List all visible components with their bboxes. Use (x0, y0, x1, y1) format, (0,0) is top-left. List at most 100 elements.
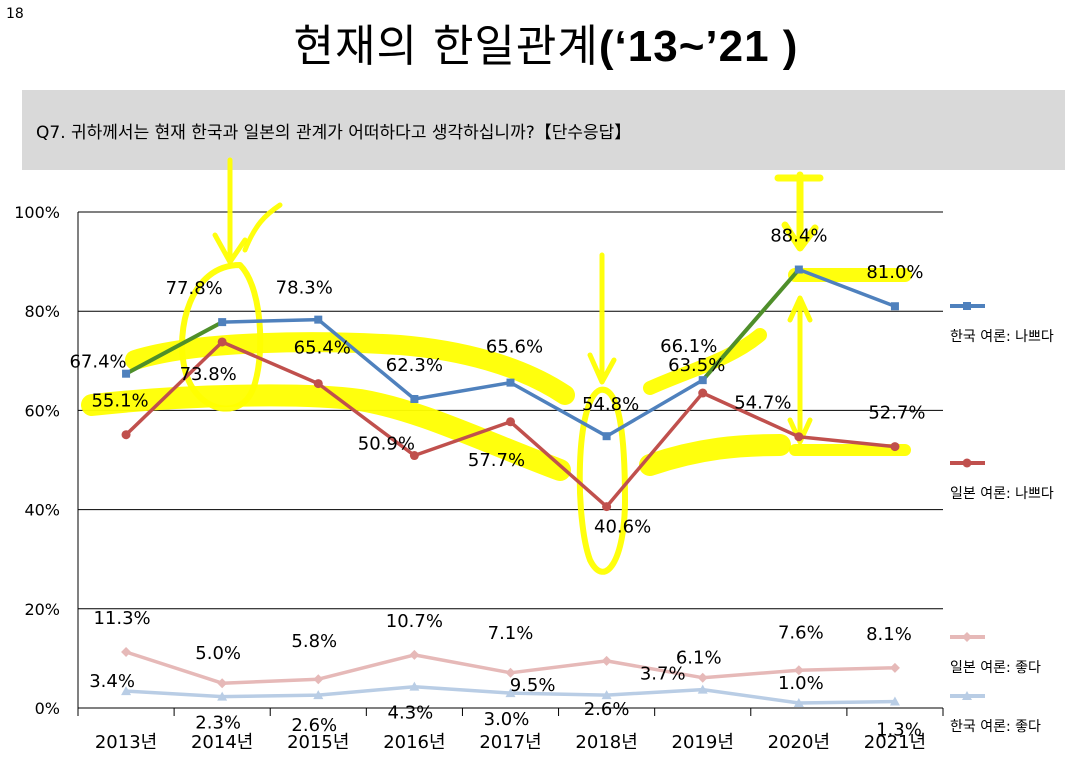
axes (77, 212, 944, 716)
data-label: 50.9% (358, 434, 415, 455)
legend-label: 일본 여론: 좋다 (950, 660, 1041, 676)
marker-diamond (217, 678, 228, 689)
highlighter-stroke (787, 295, 813, 445)
highlighter-stroke (576, 386, 628, 575)
legend-label: 한국 여론: 좋다 (950, 719, 1041, 735)
marker-circle (313, 379, 323, 389)
data-label: 40.6% (594, 517, 651, 538)
data-label: 57.7% (468, 450, 525, 471)
data-label: 77.8% (166, 278, 223, 299)
x-tick-label: 2013년 (95, 732, 157, 753)
data-label: 9.5% (510, 675, 556, 696)
y-tick-label: 20% (24, 600, 60, 619)
x-tick-label: 2020년 (768, 732, 830, 753)
data-label: 65.6% (486, 337, 543, 358)
marker-square (698, 376, 707, 385)
highlight-segment (701, 268, 801, 382)
legend-marker (963, 302, 971, 310)
data-label: 65.4% (294, 338, 351, 359)
y-tick-label: 0% (35, 699, 60, 718)
data-label: 1.3% (876, 720, 922, 741)
marker-circle (409, 451, 419, 461)
page-number: 18 (6, 6, 24, 22)
title-period: (‘13~’21 ) (598, 22, 799, 71)
y-axis-labels: 0% 20% 40% 60% 80% 100% (14, 203, 60, 718)
legend-marker (962, 691, 972, 700)
marker-square (122, 369, 131, 378)
data-label: 66.1% (660, 336, 717, 357)
highlight-segment (125, 320, 224, 376)
highlighter-stroke (212, 157, 248, 265)
data-label: 73.8% (180, 364, 237, 385)
marker-square (314, 315, 323, 324)
data-label: 8.1% (866, 624, 912, 645)
data-labels: 67.4% 77.8% 78.3% 62.3% 65.6% 54.8% 66.1% 88.4%… (69, 226, 925, 741)
title-main: 현재의 한일관계 (293, 21, 599, 72)
y-tick-label: 40% (24, 501, 60, 520)
data-label: 7.6% (778, 622, 824, 643)
data-label: 88.4% (770, 226, 827, 247)
x-tick-label: 2017년 (479, 732, 541, 753)
series-markers (121, 265, 900, 708)
marker-diamond (697, 672, 708, 683)
data-label: 1.0% (778, 673, 824, 694)
data-label: 4.3% (388, 703, 434, 724)
marker-square (602, 432, 611, 441)
marker-circle (794, 432, 804, 442)
marker-circle (698, 388, 708, 398)
data-label: 6.1% (676, 648, 722, 669)
highlighter-stroke (774, 171, 824, 252)
marker-square (218, 318, 227, 327)
x-tick-label: 2019년 (672, 732, 734, 753)
data-label: 5.0% (195, 643, 241, 664)
marker-diamond (889, 662, 900, 673)
data-label: 2.6% (584, 699, 630, 720)
x-axis-labels: 2013년 2014년 2015년 2016년 2017년 2018년 2019년 2020년… (95, 732, 926, 753)
highlighter-stroke (125, 332, 575, 405)
marker-diamond (409, 649, 420, 660)
data-label: 10.7% (386, 611, 443, 632)
data-label: 3.0% (484, 709, 530, 730)
data-label: 3.7% (640, 664, 686, 685)
data-label: 54.8% (582, 394, 639, 415)
marker-triangle (217, 691, 228, 701)
marker-diamond (793, 665, 804, 676)
question-text: Q7. 귀하께서는 현재 한국과 일본의 관계가 어떠하다고 생각하십니까?【단… (36, 123, 632, 143)
data-label: 67.4% (69, 352, 126, 373)
marker-circle (890, 442, 900, 452)
marker-diamond (313, 674, 324, 685)
marker-diamond (601, 655, 612, 666)
marker-circle (217, 337, 227, 347)
page-title: 현재의 한일관계(‘13~’21 ) (0, 10, 1092, 74)
data-label: 7.1% (488, 623, 534, 644)
x-tick-label: 2018년 (575, 732, 637, 753)
question-box: Q7. 귀하께서는 현재 한국과 일본의 관계가 어떠하다고 생각하십니까?【단… (22, 90, 1065, 170)
marker-diamond (505, 667, 516, 678)
marker-diamond (121, 646, 132, 657)
highlighter-stroke (242, 202, 283, 253)
marker-square (410, 394, 419, 403)
data-label: 55.1% (91, 391, 148, 412)
marker-square (506, 378, 515, 387)
data-label: 62.3% (386, 355, 443, 376)
data-label: 78.3% (276, 278, 333, 299)
marker-triangle (409, 681, 420, 691)
x-tick-label: 2016년 (383, 732, 445, 753)
marker-circle (506, 417, 515, 427)
highlighter-stroke (587, 252, 617, 385)
data-label: 54.7% (734, 393, 791, 414)
y-tick-label: 100% (14, 203, 60, 222)
marker-triangle (601, 690, 612, 700)
legend-marker (962, 632, 972, 642)
marker-circle (121, 430, 131, 440)
marker-triangle (697, 684, 708, 694)
marker-triangle (121, 686, 132, 696)
x-tick-label: 2015년 (287, 732, 349, 753)
y-tick-label: 60% (24, 401, 60, 420)
y-tick-label: 80% (24, 302, 60, 321)
highlighter-stroke (179, 262, 264, 412)
marker-square (794, 265, 803, 274)
x-tick-label: 2021년 (864, 732, 926, 753)
